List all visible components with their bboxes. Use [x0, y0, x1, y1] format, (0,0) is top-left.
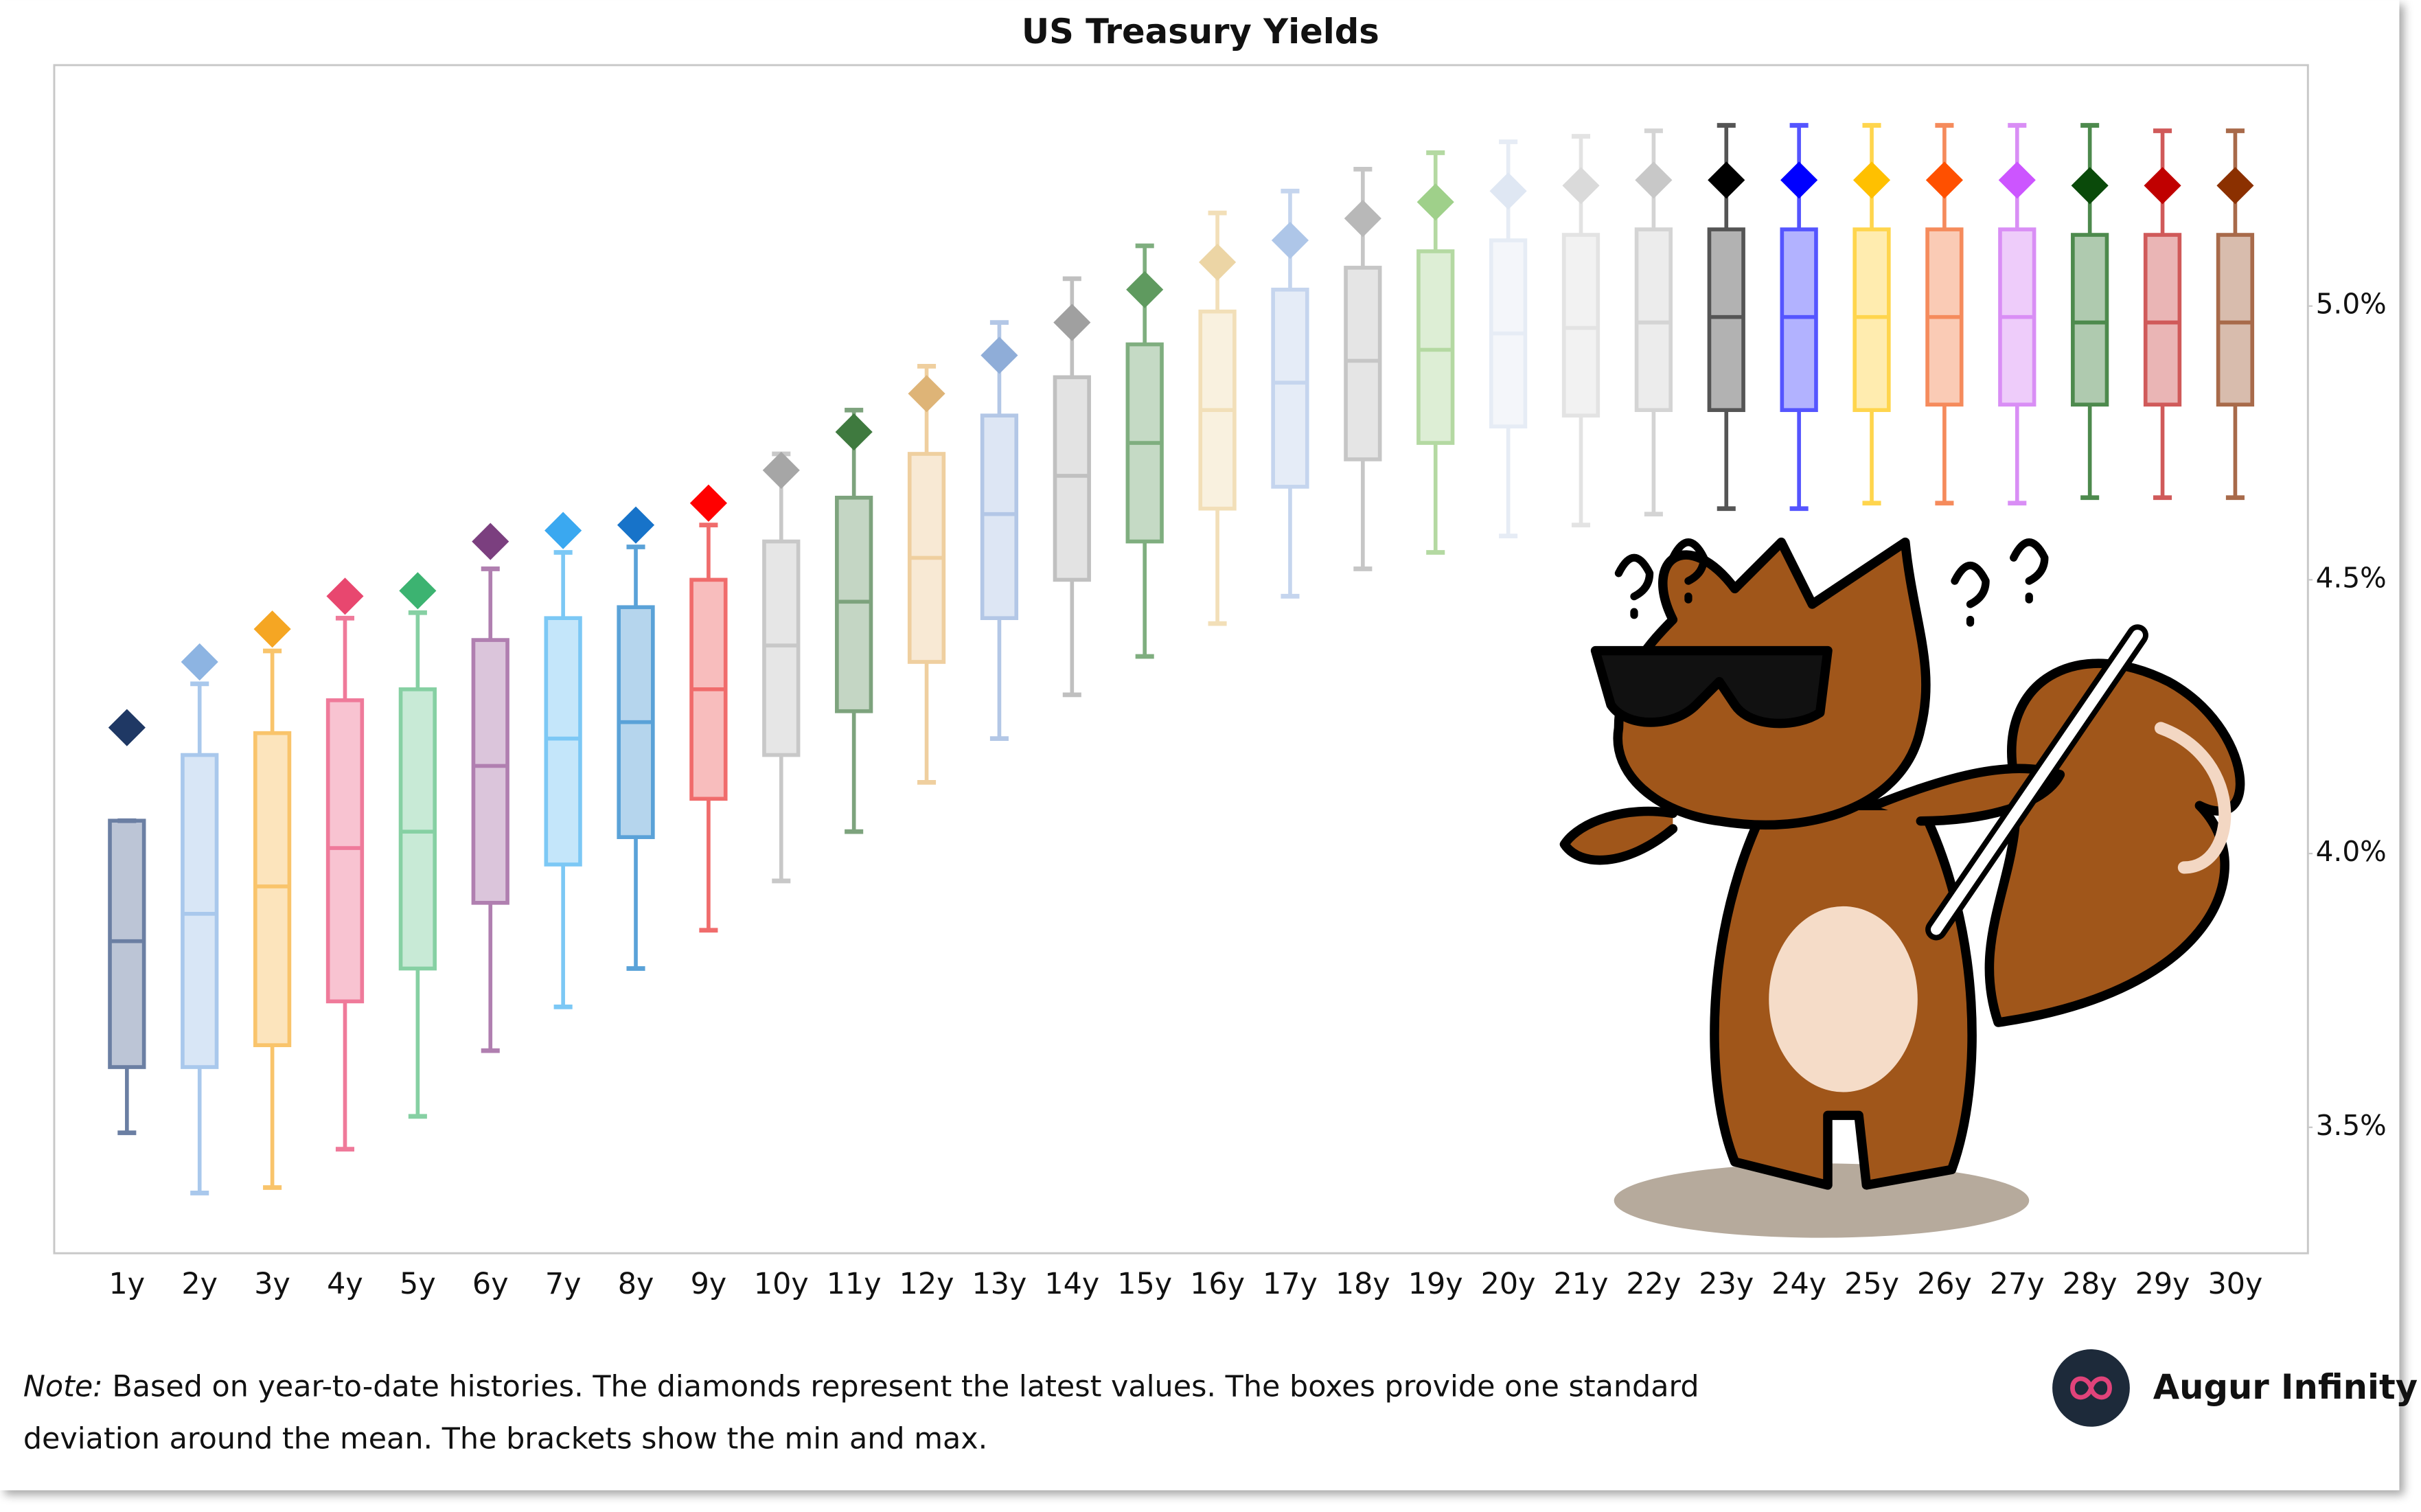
latest-diamond: [980, 336, 1018, 374]
x-tick-label: 30y: [2207, 1267, 2262, 1301]
latest-diamond: [617, 506, 655, 544]
x-tick-label: 15y: [1117, 1267, 1172, 1301]
x-tick-label: 27y: [1990, 1267, 2045, 1301]
note-label: Note:: [23, 1369, 103, 1404]
box: [108, 818, 146, 1069]
plot-area: [53, 64, 2309, 1255]
x-tick-label: 20y: [1481, 1267, 1536, 1301]
box: [1344, 266, 1382, 461]
x-tick-label: 1y: [109, 1267, 146, 1301]
box: [1416, 249, 1455, 445]
box: [181, 753, 219, 1069]
box: [835, 495, 873, 713]
x-tick-label: 28y: [2063, 1267, 2118, 1301]
box: [471, 638, 509, 905]
note-line: Note: Based on year-to-date histories. T…: [23, 1369, 1699, 1404]
latest-diamond: [1562, 167, 1600, 205]
latest-diamond: [1053, 303, 1091, 341]
x-tick-label: 24y: [1771, 1267, 1826, 1301]
box: [1634, 227, 1673, 413]
y-tick-label: 4.0%: [2316, 835, 2387, 868]
x-tick-label: 5y: [400, 1267, 436, 1301]
x-tick-label: 6y: [472, 1267, 509, 1301]
latest-diamond: [1489, 172, 1527, 210]
x-tick-label: 2y: [181, 1267, 218, 1301]
box: [2216, 233, 2255, 407]
y-tick-label: 5.0%: [2316, 288, 2387, 321]
marks: 3.5% 4.0% 4.5% 5.0% 1y 2y 3y 4y 5y 6y 7y 8y 9y 10y 11y…: [108, 123, 2387, 1301]
box: [1561, 233, 1600, 417]
latest-diamond: [1852, 161, 1891, 199]
x-tick-label: 17y: [1263, 1267, 1318, 1301]
latest-diamond: [908, 375, 945, 413]
latest-diamond: [1780, 161, 1818, 199]
latest-diamond: [544, 512, 582, 549]
x-tick-label: 7y: [545, 1267, 582, 1301]
chart-title: US Treasury Yields: [1022, 12, 1379, 51]
box: [2071, 233, 2109, 407]
note-text: deviation around the mean. The brackets …: [23, 1422, 987, 1456]
x-tick-label: 29y: [2135, 1267, 2190, 1301]
latest-diamond: [1271, 221, 1309, 260]
x-tick-label: 26y: [1917, 1267, 1972, 1301]
latest-diamond: [1126, 271, 1164, 308]
x-tick-label: 21y: [1554, 1267, 1609, 1301]
latest-diamond: [762, 451, 800, 489]
box: [1852, 227, 1891, 413]
x-tick-label: 3y: [254, 1267, 290, 1301]
x-tick-label: 14y: [1044, 1267, 1099, 1301]
brand-name: Augur Infinity: [2153, 1367, 2418, 1407]
box: [1053, 375, 1091, 582]
box: [544, 616, 582, 867]
x-tick-label: 22y: [1626, 1267, 1681, 1301]
x-tick-label: 12y: [899, 1267, 954, 1301]
box: [2143, 233, 2182, 407]
y-tick-label: 4.5%: [2316, 561, 2387, 594]
x-tick-label: 13y: [972, 1267, 1026, 1301]
x-tick-label: 10y: [754, 1267, 809, 1301]
box: [398, 687, 437, 971]
x-tick-label: 25y: [1844, 1267, 1899, 1301]
box: [1271, 287, 1309, 489]
x-tick-label: 8y: [618, 1267, 654, 1301]
x-tick-label: 16y: [1190, 1267, 1245, 1301]
latest-diamond: [326, 577, 364, 615]
latest-diamond: [2071, 167, 2109, 205]
latest-diamond: [1708, 161, 1745, 199]
latest-diamond: [399, 572, 437, 610]
box: [1707, 227, 1745, 413]
y-tick-label: 3.5%: [2316, 1109, 2387, 1142]
latest-diamond: [1416, 183, 1454, 221]
brand-logo-mark: [2070, 1376, 2112, 1400]
squirrel-illustration: [1559, 537, 2245, 1238]
note-text: Based on year-to-date histories. The dia…: [112, 1369, 1699, 1404]
box: [325, 698, 365, 1004]
x-tick-label: 19y: [1408, 1267, 1463, 1301]
box: [980, 413, 1019, 621]
latest-diamond: [689, 484, 727, 522]
latest-diamond: [108, 709, 146, 746]
x-tick-label: 18y: [1335, 1267, 1390, 1301]
x-tick-label: 23y: [1699, 1267, 1754, 1301]
x-tick-label: 9y: [691, 1267, 727, 1301]
box: [1780, 227, 1818, 413]
box: [762, 539, 801, 757]
latest-diamond: [1925, 161, 1963, 199]
latest-diamond: [472, 523, 509, 560]
x-tick-label: 4y: [327, 1267, 363, 1301]
latest-diamond: [835, 413, 873, 451]
box: [253, 731, 292, 1047]
x-tick-label: 11y: [827, 1267, 882, 1301]
